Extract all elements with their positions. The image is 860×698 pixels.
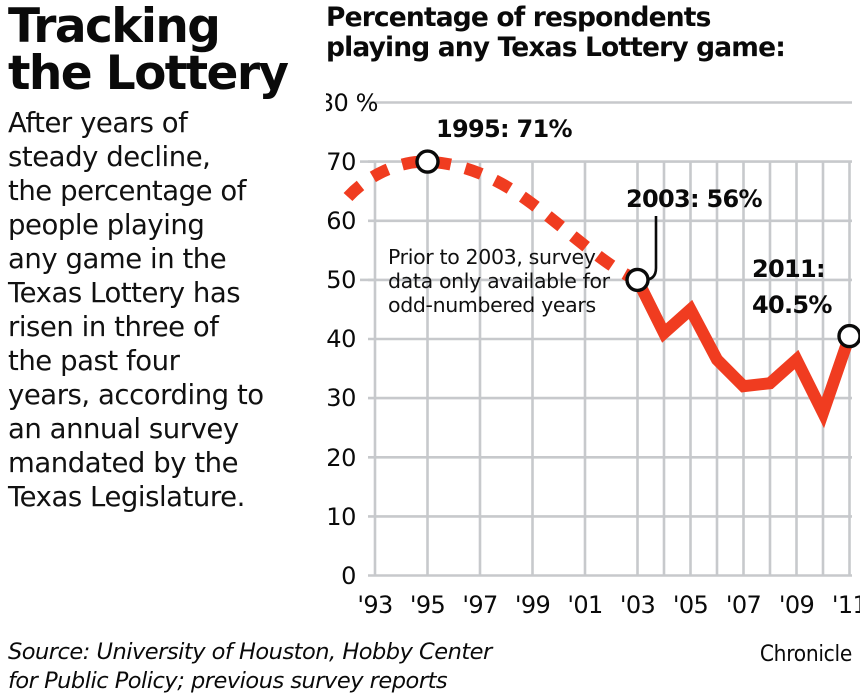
note-line-2: data only available for <box>388 269 611 293</box>
y-tick-label-40: 40 <box>326 325 356 353</box>
y-tick-label-60: 60 <box>326 207 356 235</box>
data-marker-2011 <box>837 323 860 349</box>
chart-plot-area: 80 % 70 60 50 40 30 20 10 0 '93 '95 '97 … <box>326 0 860 625</box>
footer: Source: University of Houston, Hobby Cen… <box>8 638 852 694</box>
x-tick-label-2003: '03 <box>620 591 655 619</box>
y-tick-label-0: 0 <box>341 562 356 590</box>
callout-2011-line1: 2011: <box>752 255 825 283</box>
vertical-gridlines <box>373 161 851 576</box>
x-tick-label-1997: '97 <box>462 591 497 619</box>
note-line-3: odd-numbered years <box>388 293 596 317</box>
y-tick-label-30: 30 <box>326 384 356 412</box>
axis-tick-marks <box>360 160 375 282</box>
left-text-column: Tracking the Lottery After years of stea… <box>8 0 318 514</box>
line-chart-svg: 80 % 70 60 50 40 30 20 10 0 '93 '95 '97 … <box>326 89 860 619</box>
data-marker-2003 <box>625 267 650 293</box>
series-line-solid <box>632 277 856 429</box>
data-point-markers <box>415 149 860 349</box>
deck-paragraph: After years of steady decline, the perce… <box>8 107 264 513</box>
y-axis-labels: 80 % 70 60 50 40 30 20 10 0 <box>326 89 378 590</box>
y-tick-label-20: 20 <box>326 444 356 472</box>
callout-1995: 1995: 71% <box>436 115 573 143</box>
horizontal-gridlines <box>368 101 852 577</box>
y-tick-label-50: 50 <box>326 266 356 294</box>
data-marker-1995 <box>415 149 440 174</box>
note-line-1: Prior to 2003, survey <box>388 245 596 269</box>
chart-column: Percentage of respondents playing any Te… <box>326 0 860 625</box>
callout-2003-leader-line <box>643 216 658 282</box>
page-title: Tracking the Lottery <box>8 0 289 101</box>
x-axis-labels: '93 '95 '97 '99 '01 '03 '05 '07 '09 '11 <box>357 591 860 619</box>
x-tick-label-1999: '99 <box>515 591 550 619</box>
source-credit: Source: University of Houston, Hobby Cen… <box>8 639 492 694</box>
callout-2003: 2003: 56% <box>626 185 763 213</box>
x-tick-label-1995: '95 <box>410 591 445 619</box>
chart-title: Percentage of respondents playing any Te… <box>326 2 786 63</box>
callout-2011-line2: 40.5% <box>752 291 832 319</box>
x-tick-label-2005: '05 <box>673 591 708 619</box>
x-tick-label-1993: '93 <box>357 591 392 619</box>
y-tick-label-80: 80 % <box>326 89 378 117</box>
y-tick-label-10: 10 <box>326 503 356 531</box>
publication-credit: Chronicle <box>759 641 852 667</box>
x-tick-label-2011: '11 <box>832 591 860 619</box>
y-tick-label-70: 70 <box>326 148 356 176</box>
x-tick-label-2009: '09 <box>779 591 814 619</box>
x-tick-label-2007: '07 <box>726 591 761 619</box>
x-tick-label-2001: '01 <box>567 591 602 619</box>
